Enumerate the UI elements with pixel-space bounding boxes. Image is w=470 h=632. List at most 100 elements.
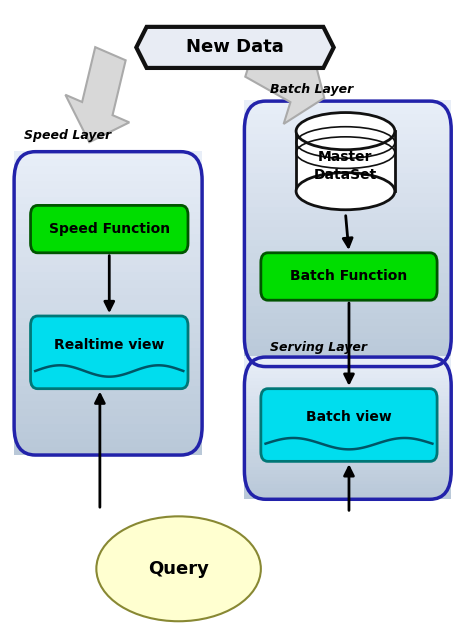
Ellipse shape [296,112,395,150]
Bar [244,363,451,368]
Bar [244,438,451,442]
Bar [244,246,451,253]
Bar [244,367,451,372]
Ellipse shape [296,173,395,210]
Bar [244,273,451,281]
Bar [244,134,451,141]
Bar [244,477,451,482]
Bar [244,339,451,346]
Bar [244,392,451,396]
Bar [14,212,202,220]
Bar [14,386,202,394]
Bar [244,353,451,360]
Bar [14,409,202,417]
Bar [14,432,202,440]
Bar [244,253,451,260]
FancyBboxPatch shape [31,316,188,389]
Bar [244,114,451,121]
Bar [244,107,451,114]
Text: Master
DataSet: Master DataSet [314,150,377,183]
Bar [14,197,202,205]
Text: Query: Query [148,560,209,578]
Bar [244,431,451,435]
Bar [14,394,202,402]
Bar [244,313,451,320]
Bar [244,492,451,495]
Bar [244,459,451,464]
Bar [244,127,451,135]
Bar [14,204,202,212]
Bar [244,463,451,467]
Bar [244,442,451,446]
Bar [244,220,451,228]
Bar [244,399,451,403]
Bar [244,140,451,148]
Bar [244,413,451,418]
Text: Speed Function: Speed Function [49,222,170,236]
Bar [244,453,451,456]
Bar [244,446,451,449]
Bar [244,378,451,382]
Bar [244,167,451,174]
Bar [14,189,202,197]
Bar [14,333,202,341]
Bar [14,318,202,326]
Bar [14,295,202,303]
Bar [244,180,451,187]
Bar [244,385,451,389]
Text: Batch Layer: Batch Layer [270,83,353,96]
Text: Batch Function: Batch Function [290,269,407,284]
Bar [244,240,451,247]
Bar [244,207,451,214]
Bar [244,424,451,428]
Bar [14,265,202,273]
Bar [14,257,202,265]
Polygon shape [296,131,395,191]
Bar [244,346,451,353]
Bar [244,466,451,471]
Text: Speed Layer: Speed Layer [24,129,110,142]
Bar [244,214,451,221]
Bar [244,381,451,386]
Bar [244,417,451,421]
Bar [244,267,451,274]
Bar [14,371,202,379]
Bar [14,151,202,159]
Polygon shape [136,27,334,68]
Bar [244,326,451,334]
Bar [244,360,451,364]
Text: New Data: New Data [186,39,284,56]
Bar [14,303,202,311]
Bar [244,420,451,425]
FancyBboxPatch shape [261,389,437,461]
Bar [244,300,451,307]
Bar [244,293,451,300]
Bar [244,279,451,287]
Polygon shape [245,37,324,124]
Bar [244,174,451,181]
Bar [14,159,202,167]
Bar [244,161,451,167]
Bar [244,154,451,161]
Bar [14,439,202,447]
Bar [244,485,451,489]
Bar [14,379,202,387]
Bar [244,474,451,478]
Bar [14,288,202,296]
Bar [14,401,202,410]
Bar [244,403,451,407]
Bar [14,234,202,243]
Polygon shape [65,47,129,142]
Bar [244,227,451,234]
Bar [244,121,451,128]
Bar [14,447,202,455]
Bar [14,280,202,288]
Bar [14,363,202,372]
Bar [244,356,451,361]
Bar [14,242,202,250]
Bar [14,174,202,182]
Bar [14,310,202,319]
Bar [14,219,202,228]
Bar [244,286,451,293]
Bar [14,348,202,356]
